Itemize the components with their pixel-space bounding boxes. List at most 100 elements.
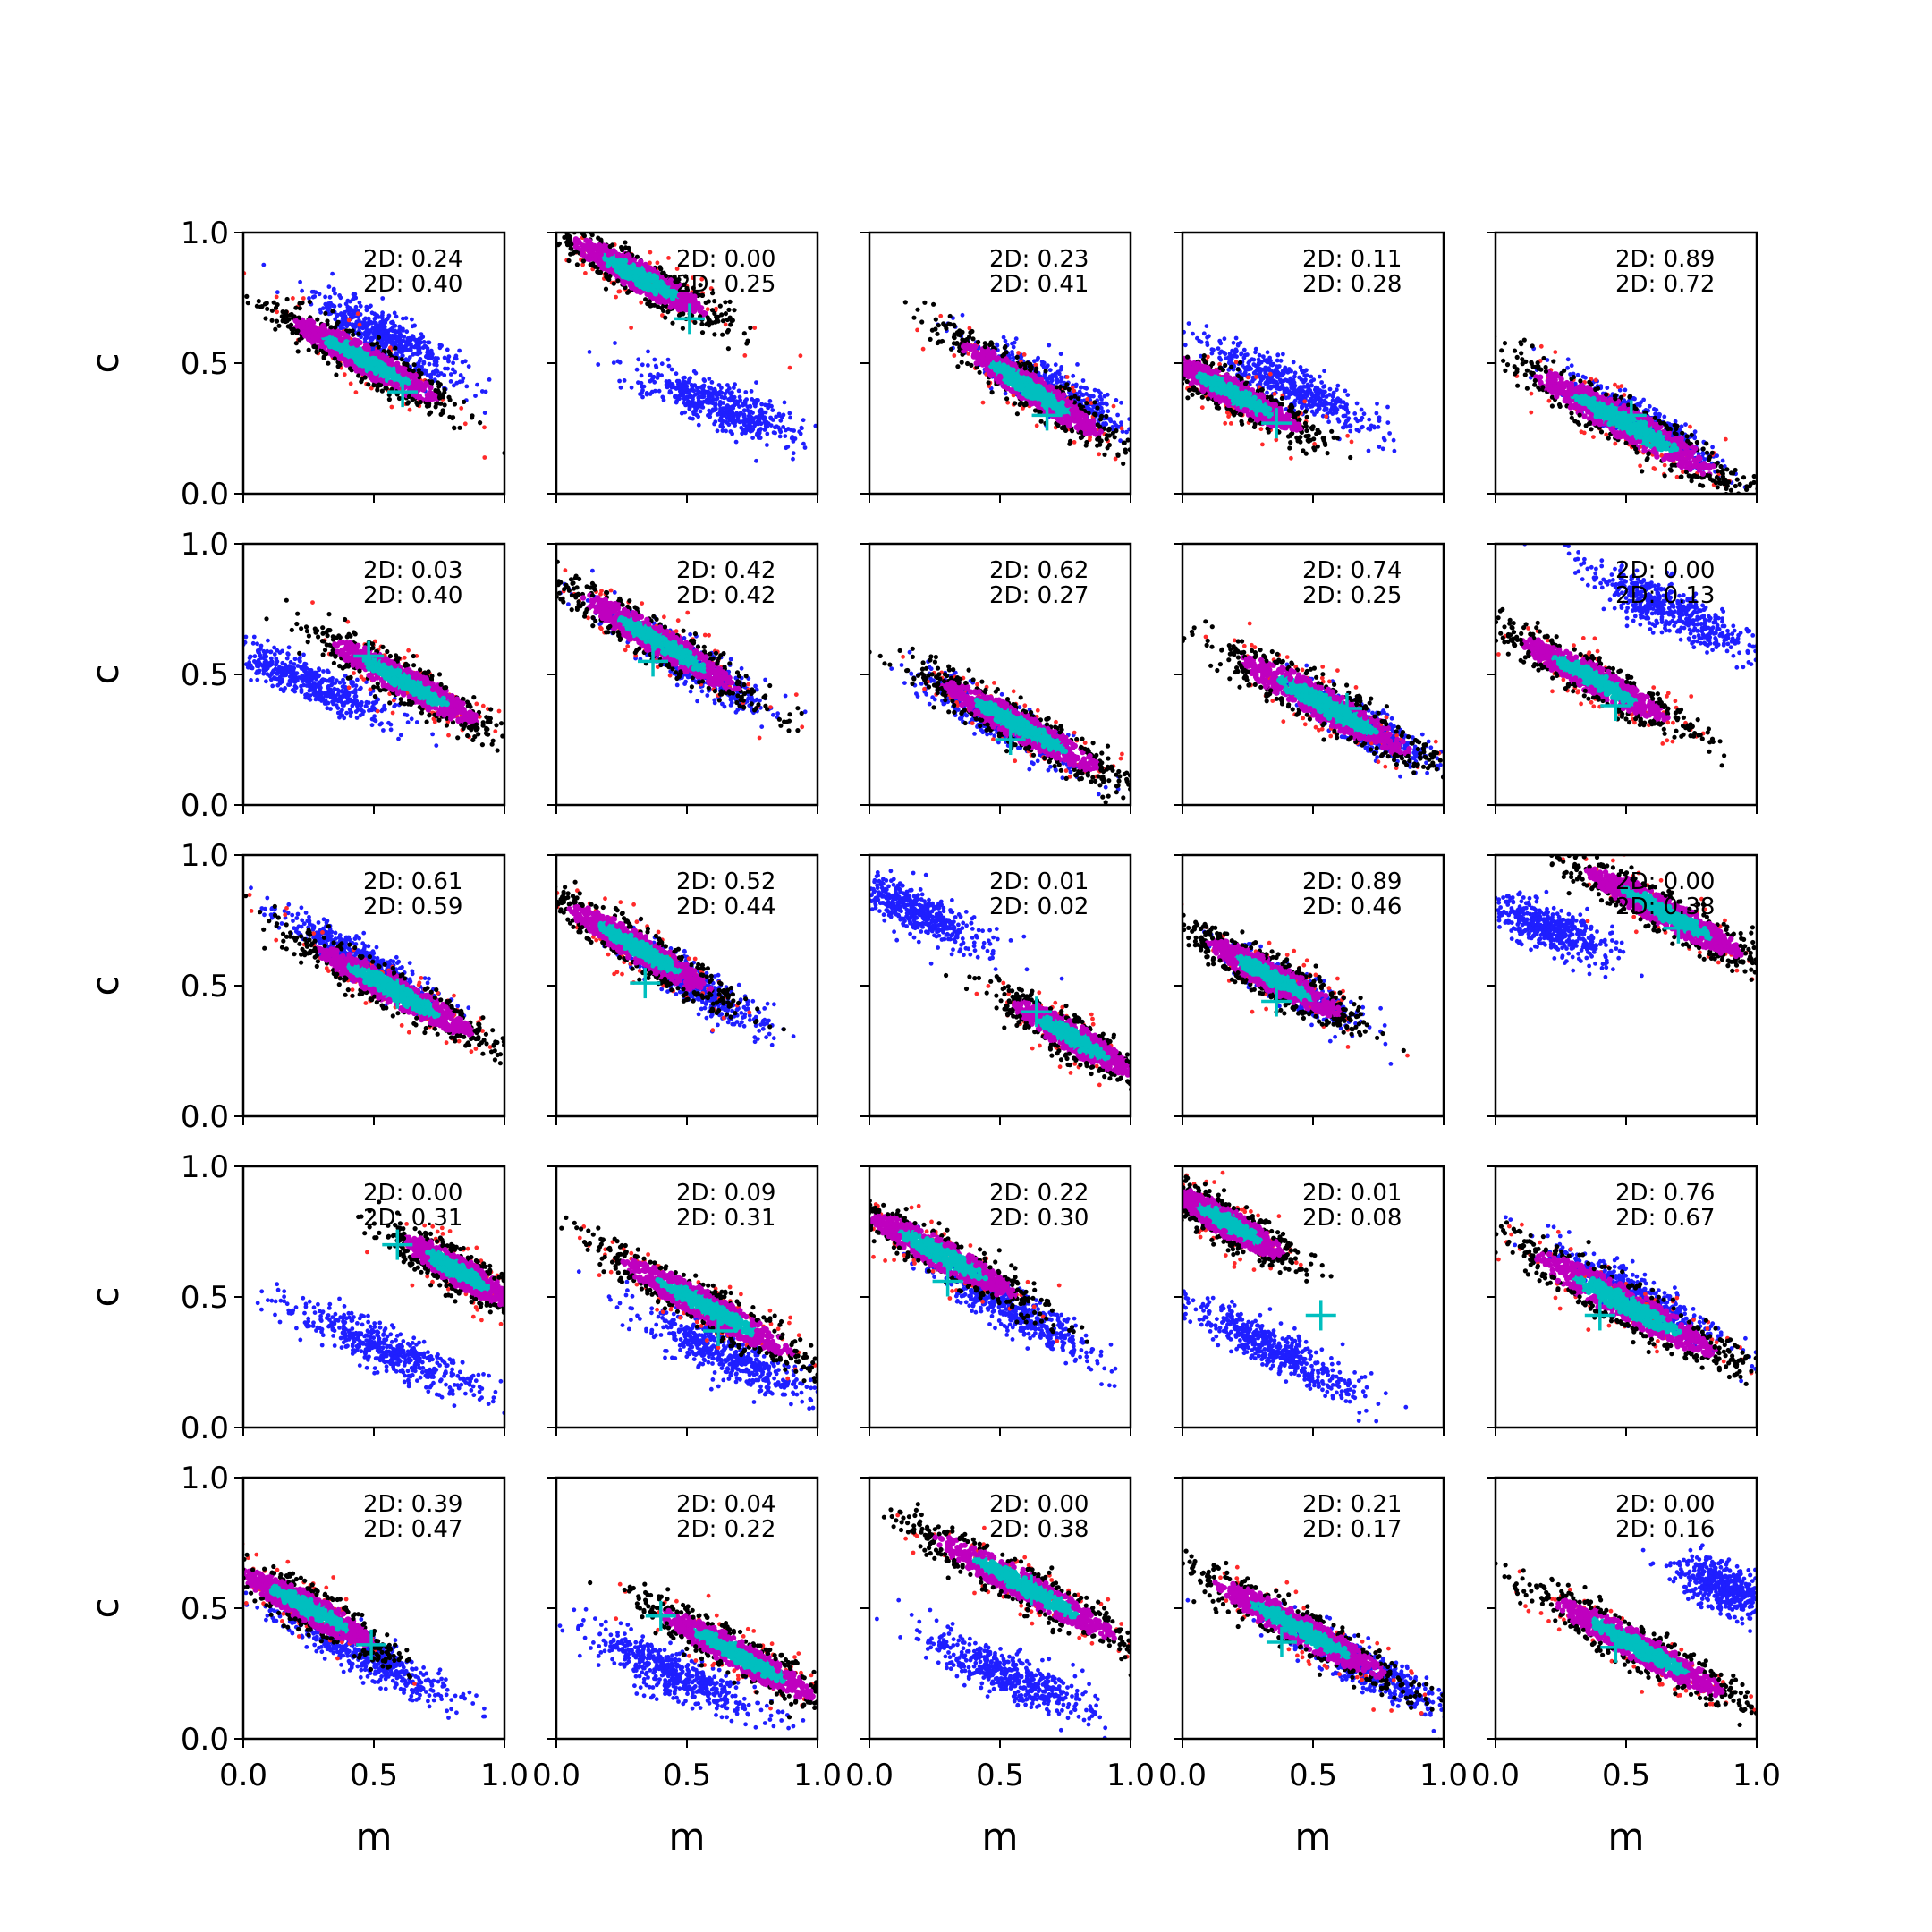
scatter-point <box>311 330 318 336</box>
scatter-point <box>1251 357 1257 362</box>
scatter-point <box>442 373 447 377</box>
main-cloud <box>556 233 753 352</box>
scatter-point <box>416 368 421 373</box>
scatter-point <box>1055 389 1062 395</box>
scatter-point <box>313 344 318 350</box>
scatter-point <box>682 298 689 304</box>
scatter-point <box>1047 374 1053 379</box>
scatter-point <box>317 292 322 297</box>
scatter-point <box>687 401 692 405</box>
scatter-point <box>759 402 764 407</box>
scatter-point <box>1106 409 1111 414</box>
scatter-point <box>994 356 1000 363</box>
scatter-point <box>702 378 708 384</box>
scatter-point <box>992 367 999 373</box>
scatter-point <box>645 277 651 284</box>
scatter-point <box>710 291 716 296</box>
scatter-point <box>647 283 653 289</box>
scatter-point <box>424 369 428 374</box>
scatter-point <box>640 269 647 276</box>
plot-area <box>1182 321 1397 461</box>
scatter-point <box>662 292 668 299</box>
scatter-point <box>613 341 617 345</box>
scatter-point <box>754 380 758 385</box>
scatter-point <box>1318 388 1323 393</box>
scatter-point <box>410 397 415 402</box>
scatter-point <box>450 415 455 421</box>
scatter-point <box>1078 429 1083 435</box>
scatter-point <box>1100 401 1106 406</box>
scatter-point <box>1079 385 1084 390</box>
scatter-point <box>739 425 744 430</box>
scatter-point <box>676 382 681 386</box>
scatter-point <box>1322 369 1326 374</box>
scatter-point <box>1119 426 1124 431</box>
scatter-point <box>326 284 332 289</box>
scatter-point <box>778 418 784 423</box>
scatter-point <box>323 352 329 357</box>
scatter-point <box>401 316 405 321</box>
scatter-point <box>652 291 659 297</box>
scatter-point <box>482 425 487 430</box>
scatter-point <box>314 349 319 354</box>
scatter-point <box>1099 410 1105 415</box>
scatter-point <box>723 300 728 305</box>
scatter-point <box>699 394 704 399</box>
scatter-point <box>580 258 587 264</box>
scatter-point <box>659 361 665 367</box>
scatter-point <box>757 409 762 414</box>
scatter-point <box>634 281 640 287</box>
scatter-point <box>1114 428 1119 434</box>
scatter-point <box>1275 352 1281 358</box>
scatter-point <box>402 335 407 339</box>
scatter-point <box>763 424 768 428</box>
scatter-point <box>652 302 657 308</box>
scatter-point <box>452 383 456 388</box>
scatter-point <box>748 325 753 331</box>
scatter-point <box>1245 352 1250 357</box>
scatter-point <box>1045 385 1051 391</box>
scatter-point <box>699 321 705 326</box>
scatter-point <box>1098 438 1104 444</box>
scatter-point <box>1182 343 1188 348</box>
scatter-point <box>717 303 723 309</box>
scatter-point <box>1084 392 1089 396</box>
scatter-point <box>764 419 769 425</box>
scatter-point <box>732 386 736 390</box>
scatter-point <box>973 352 979 359</box>
scatter-point <box>712 310 717 317</box>
scatter-point <box>593 252 600 259</box>
scatter-point <box>377 382 382 387</box>
scatter-point <box>920 346 926 352</box>
scatter-point <box>1072 440 1077 445</box>
scatter-point <box>623 264 631 270</box>
scatter-point <box>568 251 573 257</box>
scatter-point <box>307 296 311 301</box>
scatter-point <box>437 395 443 401</box>
scatter-point <box>454 380 460 386</box>
scatter-point <box>573 249 579 254</box>
scatter-point <box>699 276 705 282</box>
scatter-point <box>675 299 682 305</box>
scatter-point <box>323 330 330 337</box>
scatter-point <box>736 388 741 394</box>
scatter-point <box>679 382 684 386</box>
scatter-point <box>952 322 957 327</box>
y-axis-label: c <box>83 352 127 373</box>
scatter-point <box>1032 393 1038 400</box>
scatter-point <box>691 308 698 314</box>
scatter-point <box>1291 360 1296 365</box>
scatter-point <box>375 313 380 318</box>
scatter-point <box>974 365 979 370</box>
scatter-point <box>754 458 758 463</box>
scatter-point <box>644 392 649 397</box>
scatter-point <box>1047 368 1053 373</box>
scatter-point <box>1024 392 1031 398</box>
scatter-point <box>791 451 796 456</box>
scatter-point <box>379 364 386 371</box>
scatter-point <box>725 383 730 387</box>
scatter-point <box>614 252 621 259</box>
scatter-point <box>479 389 485 394</box>
plot-area <box>902 300 1131 467</box>
scatter-point <box>1009 387 1016 394</box>
